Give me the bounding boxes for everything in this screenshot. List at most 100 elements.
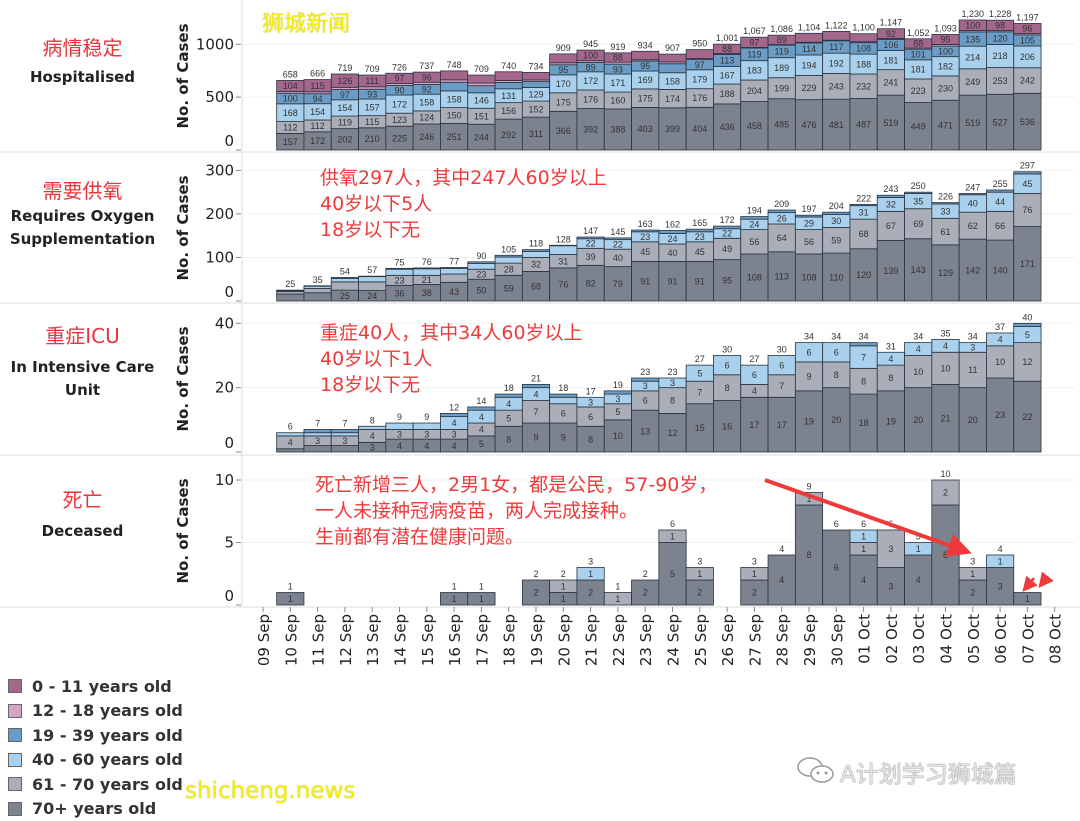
bar-segment [304,433,331,436]
segment-label: 15 [695,423,705,433]
segment-label: 56 [749,237,759,247]
segment-label: 56 [804,237,814,247]
bar-segment [331,278,358,281]
segment-label: 199 [774,83,789,93]
segment-label: 23 [640,232,650,242]
segment-label: 97 [340,90,350,100]
total-label: 19 [613,380,623,390]
segment-label: 96 [1022,24,1032,34]
segment-label: 108 [856,44,871,54]
total-label: 3 [588,557,593,567]
y-axis-title: No. of Cases [174,23,192,128]
y-tick-label: 100 [205,248,234,266]
segment-label: 11 [968,365,977,375]
total-label: 226 [938,192,953,202]
segment-label: 2 [643,588,648,598]
y-tick-label: 20 [215,379,234,397]
x-tick-label: 22 Sep [610,614,628,666]
bar-segment [522,72,549,80]
total-label: 1,228 [989,9,1012,19]
total-label: 35 [940,328,950,338]
segment-label: 100 [283,94,298,104]
segment-label: 1 [1025,594,1030,604]
segment-label: 31 [859,208,869,218]
y-axis-title: No. of Cases [174,326,192,431]
segment-label: 536 [1020,117,1035,127]
segment-label: 108 [801,273,816,283]
segment-label: 4 [998,335,1003,345]
bar-segment [359,426,386,429]
segment-label: 172 [310,136,325,146]
total-label: 666 [310,69,325,79]
bar-segment [550,397,577,403]
segment-label: 24 [749,220,759,230]
segment-label: 206 [1020,52,1035,62]
total-label: 934 [638,40,653,50]
legend-item[interactable]: 12 - 18 years old [8,699,183,724]
segment-label: 176 [692,93,707,103]
bar-segment [905,192,932,193]
segment-label: 4 [779,575,784,585]
segment-label: 230 [938,83,953,93]
annotation-line: 重症40人，其中34人60岁以上 [320,320,583,346]
segment-label: 2 [943,488,948,498]
x-tick-label: 26 Sep [719,614,737,666]
bar-segment [304,446,331,452]
segment-label: 2 [533,588,538,598]
segment-label: 171 [610,78,625,88]
total-label: 105 [501,244,516,254]
total-label: 1,122 [825,20,848,30]
segment-label: 91 [667,276,677,286]
segment-label: 24 [667,234,677,244]
bar-segment [468,262,495,264]
bar-segment [795,33,822,42]
total-label: 222 [856,193,871,203]
legend-item[interactable]: 19 - 39 years old [8,723,183,748]
segment-label: 1 [697,569,702,579]
bar-segment [277,433,304,436]
panel-label-en-deceased: Deceased [0,520,165,543]
segment-label: 3 [615,394,620,404]
segment-label: 61 [940,227,950,237]
segment-label: 9 [806,372,811,382]
segment-label: 6 [834,347,839,357]
segment-label: 1 [861,544,866,554]
total-label: 6 [834,519,839,529]
segment-label: 88 [913,39,923,49]
x-tick-label: 16 Sep [446,614,464,666]
total-label: 162 [665,219,680,229]
segment-label: 1 [916,544,921,554]
segment-label: 97 [394,74,404,84]
segment-label: 1 [970,569,975,579]
total-label: 7 [342,418,347,428]
x-tick-label: 17 Sep [473,614,491,666]
legend-item[interactable]: 61 - 70 years old [8,772,183,797]
panel-label-cn-oxygen: 需要供氧 [0,175,165,204]
legend-item[interactable]: 0 - 11 years old [8,674,183,699]
segment-label: 485 [774,120,789,130]
total-label: 34 [831,332,841,342]
bar-segment [386,268,413,269]
bar-segment [522,251,549,257]
total-label: 4 [779,544,784,554]
y-tick-label: 1000 [196,35,234,53]
total-label: 1,093 [934,23,957,33]
segment-label: 135 [965,34,980,44]
segment-label: 241 [883,78,898,88]
y-tick-label: 0 [224,283,234,301]
bar-segment [440,267,467,268]
segment-label: 1 [752,569,757,579]
total-label: 163 [638,219,653,229]
segment-label: 7 [533,407,538,417]
segment-label: 4 [397,441,402,451]
legend-label: 0 - 11 years old [32,677,172,696]
segment-label: 68 [859,229,869,239]
y-tick-label: 0 [224,587,234,605]
legend-item[interactable]: 40 - 60 years old [8,748,183,773]
legend-item[interactable]: 70+ years old [8,797,183,821]
total-label: 30 [777,344,787,354]
y-tick-label: 10 [215,471,234,489]
total-label: 77 [449,256,459,266]
bar-segment [550,54,577,63]
segment-label: 158 [665,76,680,86]
